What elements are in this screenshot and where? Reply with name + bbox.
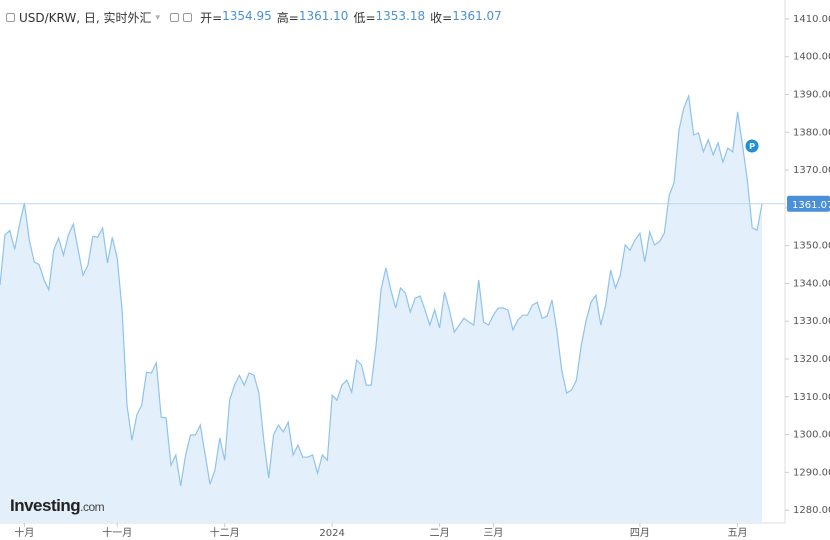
- ohlc-value: 1354.95: [222, 9, 272, 23]
- y-tick-label: 1380.00: [793, 127, 830, 138]
- ohlc-values: 开= 1354.95 高= 1361.10 低= 1353.18 收= 1361.07: [200, 9, 507, 26]
- watermark: Investing.com: [10, 496, 105, 516]
- ohlc-key: 收=: [430, 11, 453, 25]
- watermark-main: Investing: [10, 496, 81, 515]
- x-tick-label: 十一月: [102, 526, 132, 539]
- y-tick-label: 1340.00: [793, 278, 830, 289]
- y-tick-label: 1290.00: [793, 467, 830, 478]
- x-tick-label: 十二月: [210, 526, 240, 539]
- y-tick-label: 1280.00: [793, 505, 830, 516]
- ohlc-key: 高=: [276, 11, 299, 25]
- y-tick-label: 1300.00: [793, 430, 830, 441]
- ohlc-value: 1361.10: [298, 9, 349, 23]
- watermark-suffix: .com: [80, 500, 105, 514]
- price-line: [0, 93, 763, 487]
- x-tick-label: 二月: [430, 527, 450, 539]
- dropdown-caret[interactable]: ▾: [155, 12, 161, 23]
- x-tick-label: 十月: [14, 526, 34, 539]
- y-tick-label: 1400.00: [793, 52, 830, 63]
- last-price-tag: [787, 195, 830, 212]
- y-tick-label: 1310.00: [793, 392, 830, 403]
- symbol-title[interactable]: USD/KRW, 日, 实时外汇: [19, 11, 152, 25]
- x-tick-label: 三月: [483, 527, 503, 539]
- y-tick-label: 1370.00: [793, 165, 830, 176]
- y-tick-label: 1320.00: [793, 354, 830, 365]
- ohlc-key: 低=: [353, 11, 376, 25]
- y-tick-label: 1410.00: [793, 14, 830, 25]
- collapse-icon[interactable]: [6, 13, 15, 22]
- compare-icon[interactable]: [183, 13, 193, 22]
- y-tick-label: 1350.00: [793, 241, 830, 252]
- settings-icon[interactable]: [170, 13, 180, 22]
- y-tick-label: 1390.00: [793, 89, 830, 100]
- event-badge[interactable]: [745, 139, 759, 153]
- chart-header: USD/KRW, 日, 实时外汇 ▾ 开= 1354.95 高= 1361.10 低= 1…: [6, 9, 507, 26]
- x-tick-label: 四月: [630, 527, 650, 539]
- y-tick-label: 1330.00: [793, 316, 830, 327]
- last-price-label: 1361.07: [792, 200, 830, 211]
- ohlc-value: 1361.07: [452, 9, 502, 23]
- x-tick-label: 五月: [728, 527, 748, 539]
- ohlc-key: 开=: [200, 11, 223, 25]
- event-badge-label: P: [749, 142, 755, 151]
- area-fill: [0, 96, 762, 523]
- x-tick-label: 2024: [319, 528, 344, 539]
- ohlc-value: 1353.18: [375, 9, 426, 23]
